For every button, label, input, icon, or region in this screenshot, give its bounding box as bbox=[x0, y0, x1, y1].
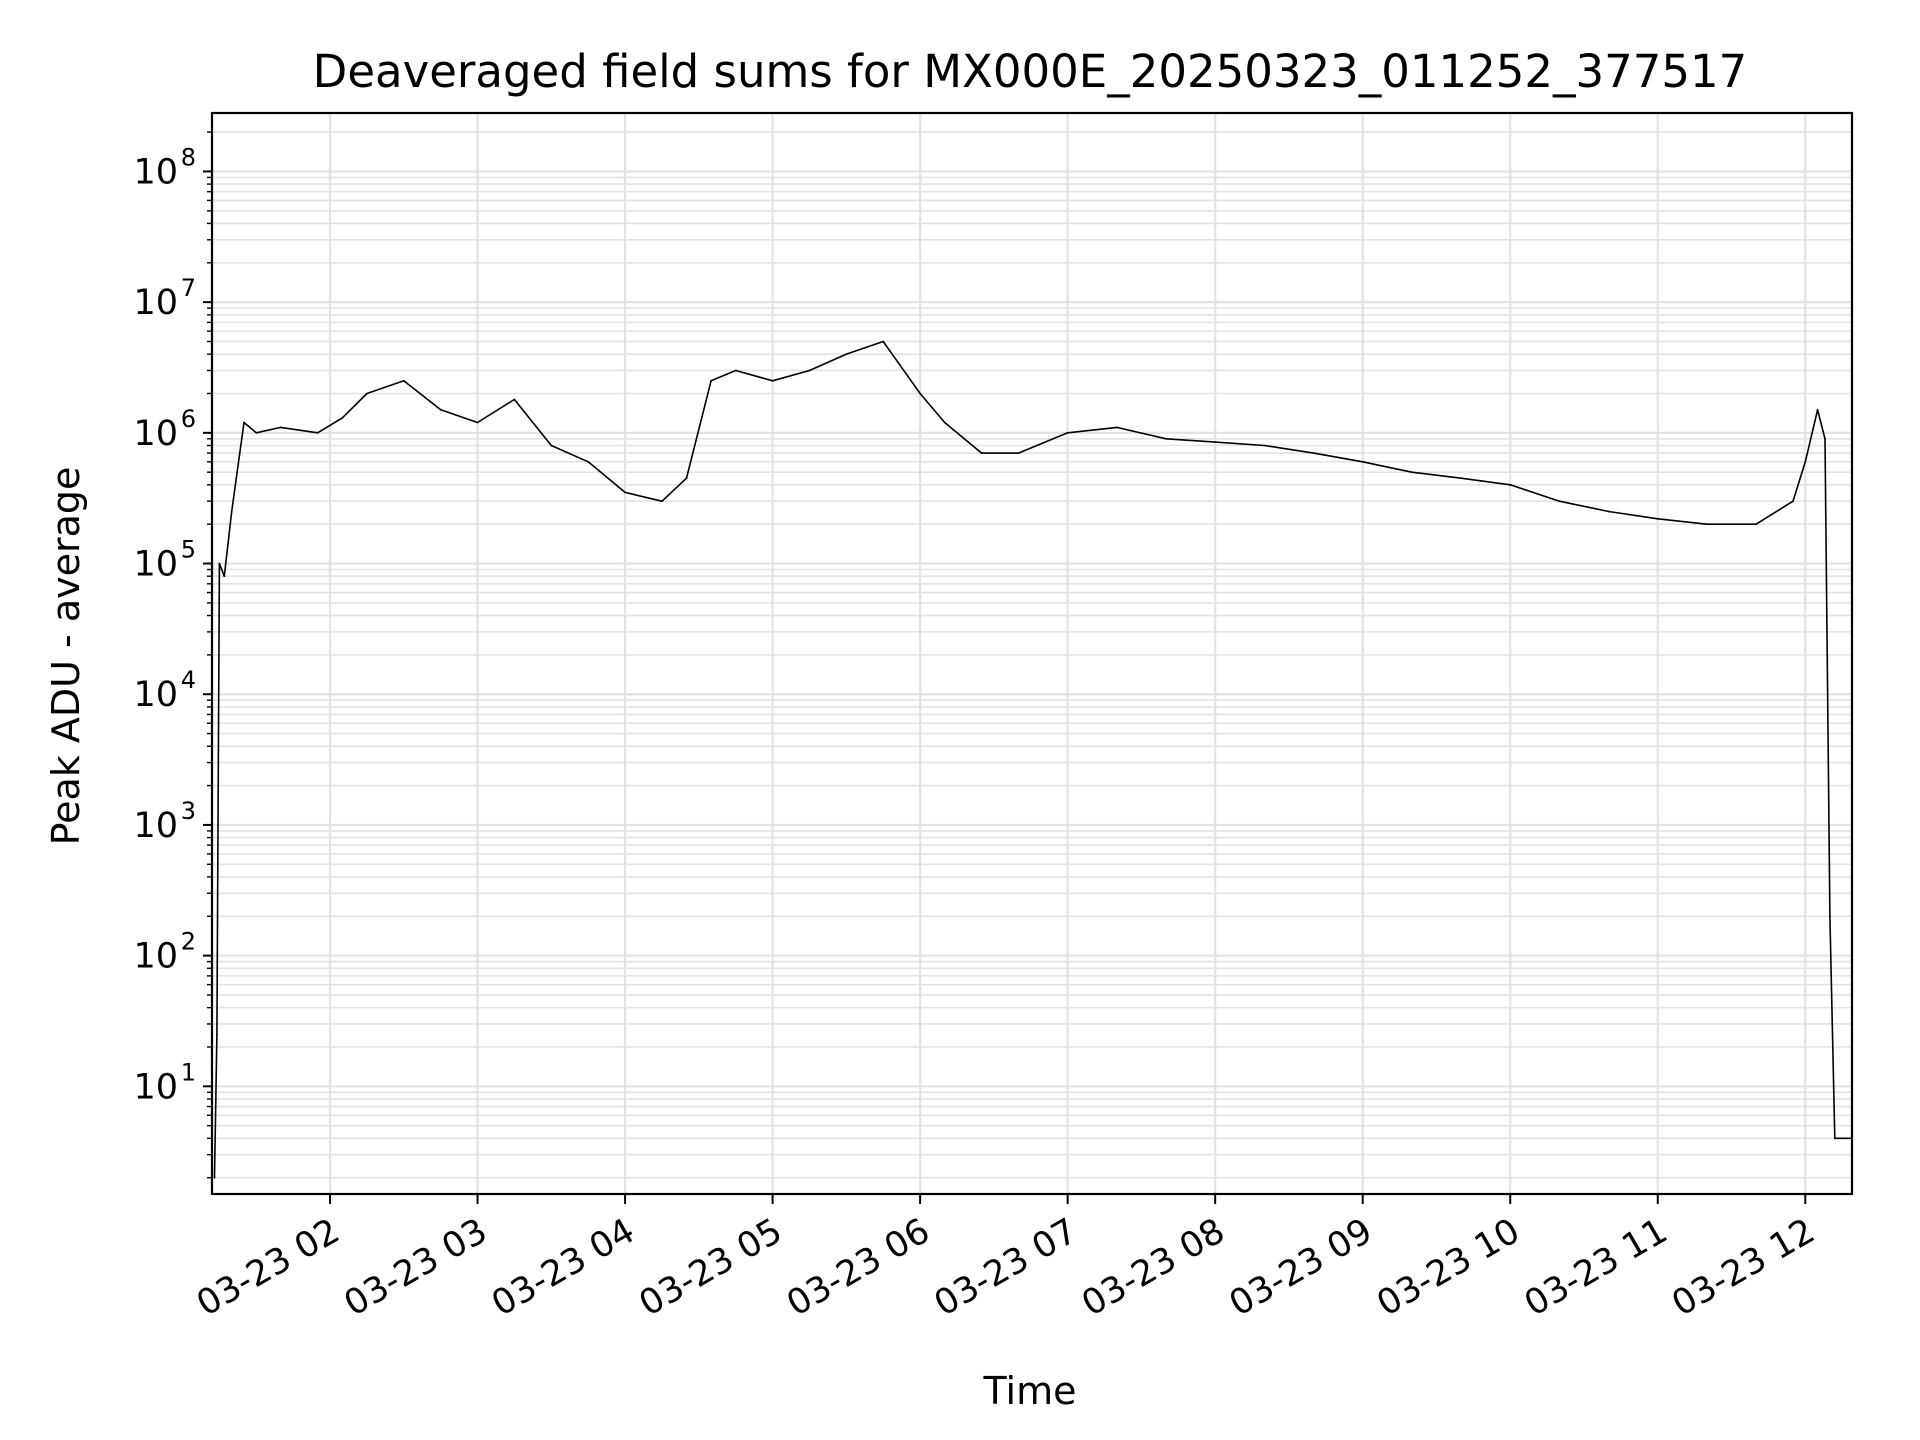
data-point bbox=[1558, 500, 1561, 503]
y-tick-label-base: 10 bbox=[133, 414, 178, 454]
y-tick-label: 10 bbox=[133, 545, 178, 585]
x-axis-label: Time bbox=[983, 1369, 1077, 1413]
data-point bbox=[1833, 1137, 1836, 1140]
y-tick-label-exponent: 3 bbox=[181, 797, 196, 825]
data-point bbox=[255, 431, 258, 434]
plot-area-frame bbox=[210, 111, 1854, 1196]
data-point bbox=[587, 460, 590, 463]
y-tick-label-exponent: 2 bbox=[181, 928, 196, 956]
y-tick-label: 10 bbox=[133, 675, 178, 715]
data-point bbox=[1829, 915, 1831, 918]
y-tick-label: 10 bbox=[133, 806, 178, 846]
data-point bbox=[1066, 431, 1069, 434]
data-point bbox=[1165, 437, 1167, 440]
y-tick-label: 10 bbox=[133, 283, 178, 323]
data-series-line bbox=[213, 340, 1852, 1178]
data-point bbox=[685, 477, 688, 480]
data-point bbox=[1607, 510, 1610, 513]
y-tick-label-exponent: 4 bbox=[181, 666, 196, 694]
data-point bbox=[734, 369, 737, 372]
data-point bbox=[1824, 437, 1826, 440]
data-point bbox=[230, 510, 233, 513]
data-point bbox=[980, 452, 983, 454]
y-tick-label: 10 bbox=[133, 1067, 178, 1107]
y-tick-label-base: 10 bbox=[133, 675, 178, 715]
data-point bbox=[1115, 426, 1118, 429]
data-point bbox=[1312, 452, 1315, 454]
y-tick-label-base: 10 bbox=[133, 806, 178, 846]
data-point bbox=[1361, 460, 1364, 463]
data-point bbox=[279, 426, 282, 429]
y-tick-label-base: 10 bbox=[133, 283, 178, 323]
data-point bbox=[476, 421, 479, 424]
data-point bbox=[1263, 444, 1266, 447]
y-tick-label-exponent: 6 bbox=[181, 405, 196, 433]
data-point bbox=[1706, 523, 1708, 526]
data-point bbox=[316, 431, 319, 434]
data-point bbox=[710, 379, 712, 382]
data-point bbox=[919, 392, 921, 395]
y-tick-label-exponent: 5 bbox=[181, 536, 196, 564]
data-point bbox=[1460, 477, 1462, 480]
data-point bbox=[661, 500, 663, 503]
data-point bbox=[771, 379, 774, 382]
data-point bbox=[218, 562, 221, 565]
y-tick-label-base: 10 bbox=[133, 937, 178, 977]
y-tick-label-base: 10 bbox=[133, 1067, 178, 1107]
data-point bbox=[216, 1033, 218, 1036]
data-point bbox=[223, 575, 226, 578]
data-point bbox=[366, 392, 368, 395]
y-tick-label: 10 bbox=[133, 414, 178, 454]
data-point bbox=[513, 398, 516, 401]
data-point bbox=[439, 408, 442, 411]
data-point bbox=[1017, 452, 1020, 454]
chart-title: Deaveraged field sums for MX000E_2025032… bbox=[313, 45, 1748, 98]
data-point bbox=[213, 1176, 216, 1179]
data-point bbox=[882, 340, 885, 343]
data-point bbox=[1804, 460, 1807, 463]
y-tick-label: 10 bbox=[133, 937, 178, 977]
data-point bbox=[1509, 483, 1512, 486]
y-tick-label: 10 bbox=[133, 152, 178, 192]
data-point bbox=[341, 417, 344, 419]
data-point bbox=[1816, 408, 1819, 411]
y-tick-label-exponent: 8 bbox=[181, 143, 196, 171]
data-point bbox=[1656, 517, 1659, 520]
data-point bbox=[1214, 441, 1217, 443]
data-point bbox=[1755, 523, 1757, 526]
y-tick-label-base: 10 bbox=[133, 545, 178, 585]
data-point bbox=[845, 353, 848, 355]
data-point bbox=[808, 369, 811, 372]
data-point bbox=[1411, 471, 1413, 474]
data-point bbox=[550, 444, 553, 447]
series-layer bbox=[213, 340, 1853, 1179]
y-tick-label-exponent: 1 bbox=[181, 1058, 196, 1086]
y-tick-label-exponent: 7 bbox=[181, 274, 196, 302]
data-point bbox=[1792, 500, 1794, 503]
y-axis-label: Peak ADU - average bbox=[44, 467, 88, 846]
grid bbox=[212, 113, 1852, 1194]
y-tick-label-base: 10 bbox=[133, 152, 178, 192]
data-point bbox=[243, 421, 245, 424]
data-point bbox=[624, 491, 626, 494]
data-point bbox=[943, 421, 946, 424]
data-point bbox=[402, 379, 405, 382]
